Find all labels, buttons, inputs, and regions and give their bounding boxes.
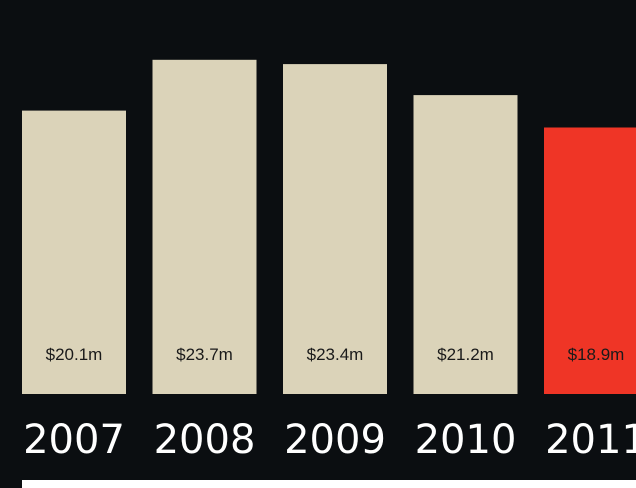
category-labels-group: 2007 2008 2009 2010 2011 xyxy=(23,417,636,463)
bar-2008 xyxy=(152,59,257,395)
value-label-2009: $23.4m xyxy=(307,345,364,364)
category-label-2007: 2007 xyxy=(23,417,125,463)
bar-2009 xyxy=(283,64,387,394)
bar-2007 xyxy=(22,110,126,394)
bottom-rule xyxy=(22,480,636,488)
bar-2011 xyxy=(544,127,636,394)
category-label-2009: 2009 xyxy=(284,417,386,463)
category-label-2011: 2011 xyxy=(545,417,636,463)
category-label-2008: 2008 xyxy=(154,417,256,463)
value-label-2008: $23.7m xyxy=(176,345,233,364)
bar-2010 xyxy=(413,95,518,394)
value-labels-group: $20.1m $23.7m $23.4m $21.2m $18.9m xyxy=(46,345,625,364)
value-label-2007: $20.1m xyxy=(46,345,103,364)
value-label-2011: $18.9m xyxy=(568,345,625,364)
category-label-2010: 2010 xyxy=(415,417,517,463)
bars-group xyxy=(22,59,636,395)
value-label-2010: $21.2m xyxy=(437,345,494,364)
